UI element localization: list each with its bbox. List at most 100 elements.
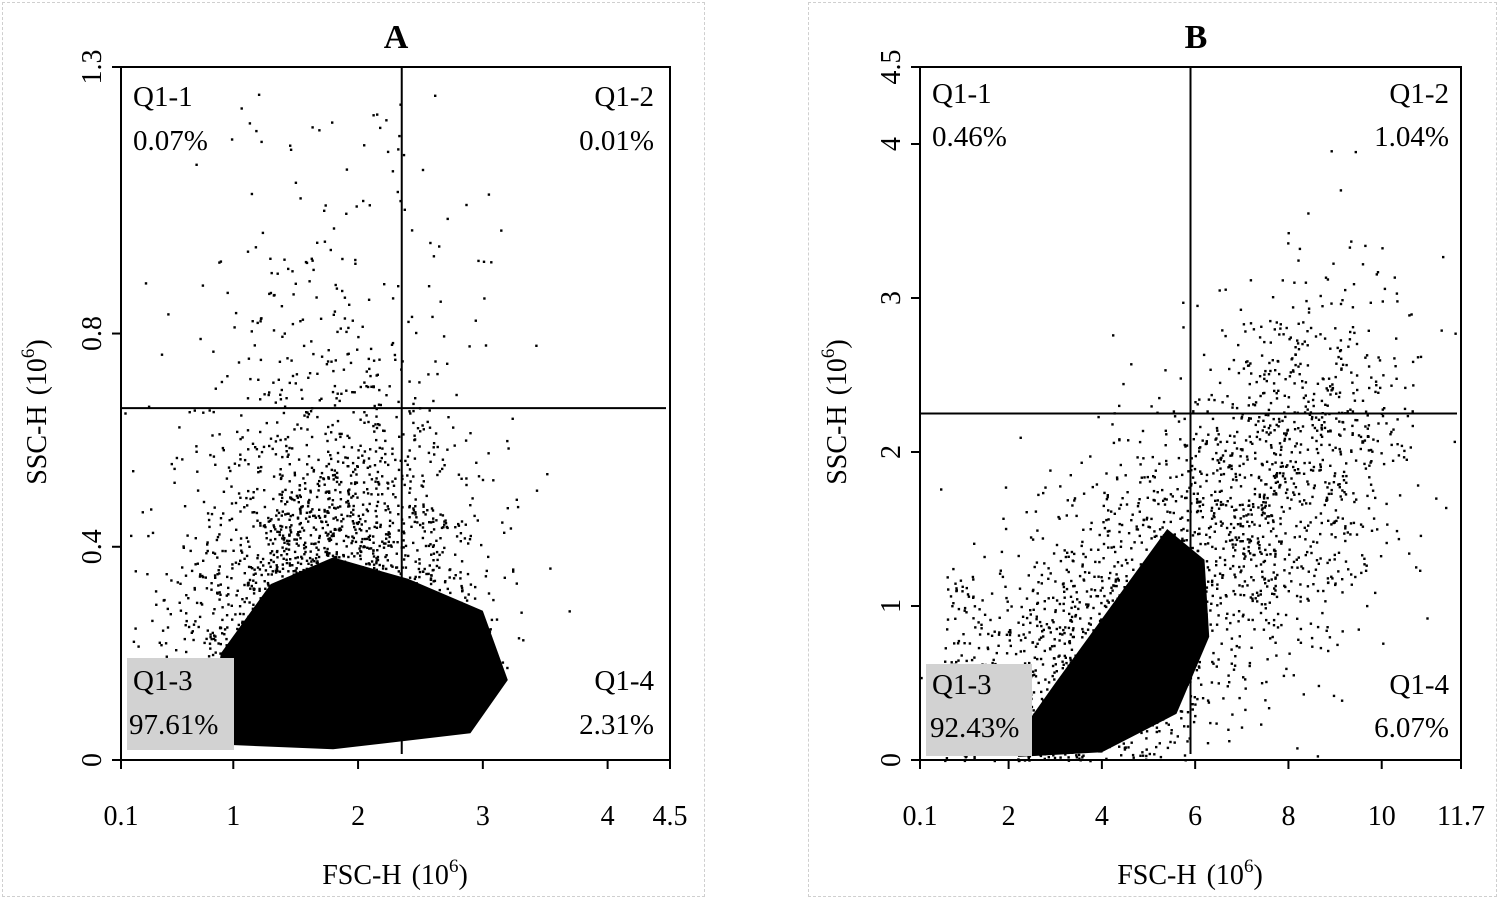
scatter-event [196, 562, 199, 565]
scatter-event [352, 513, 355, 516]
scatter-event [209, 636, 212, 639]
scatter-event [1019, 650, 1022, 653]
scatter-event [1182, 539, 1186, 542]
scatter-event [432, 446, 435, 449]
scatter-event [312, 514, 315, 518]
scatter-event [1297, 556, 1300, 559]
scatter-event [286, 455, 289, 458]
scatter-event [410, 525, 413, 528]
scatter-event [280, 525, 284, 528]
scatter-event [1087, 603, 1090, 606]
scatter-event [1086, 628, 1090, 631]
scatter-event [205, 552, 208, 555]
scatter-event [1299, 430, 1302, 433]
scatter-event [1330, 492, 1333, 495]
scatter-event [192, 638, 195, 642]
scatter-event [1054, 609, 1057, 612]
scatter-event [310, 435, 314, 439]
scatter-event [225, 637, 228, 641]
scatter-event [241, 621, 244, 625]
scatter-event [210, 588, 213, 591]
scatter-event [546, 473, 549, 476]
scatter-event [1259, 593, 1262, 596]
scatter-event [1262, 392, 1265, 395]
scatter-event [278, 493, 281, 496]
scatter-event [324, 531, 328, 534]
scatter-event [165, 573, 168, 576]
scatter-event [426, 420, 429, 424]
scatter-event [1346, 410, 1349, 413]
scatter-event [283, 537, 286, 540]
panel-a: A 0.1 1 2 3 4 4.5 00.40.81.3 Q1-1 0.07% Q1-2 … [18, 19, 688, 891]
scatter-event [331, 554, 335, 557]
scatter-event [428, 409, 431, 412]
scatter-event [375, 515, 378, 518]
scatter-event [1264, 440, 1268, 443]
scatter-event [1008, 633, 1012, 637]
scatter-event [261, 557, 265, 561]
scatter-event [482, 260, 486, 263]
scatter-event [1354, 418, 1357, 422]
scatter-event [1345, 481, 1348, 484]
scatter-event [165, 655, 168, 658]
scatter-event [190, 631, 193, 634]
scatter-event [356, 552, 359, 555]
scatter-event [246, 397, 250, 400]
scatter-event [1024, 636, 1027, 639]
scatter-event [246, 250, 250, 253]
scatter-event [1377, 391, 1380, 394]
scatter-event [1171, 495, 1174, 498]
scatter-event [325, 363, 329, 366]
scatter-event [364, 520, 367, 523]
scatter-event [1170, 732, 1173, 735]
scatter-event [1234, 549, 1237, 552]
scatter-event [285, 561, 289, 565]
scatter-event [248, 545, 251, 548]
scatter-event [1284, 613, 1288, 617]
scatter-event [1319, 468, 1322, 472]
scatter-event [1248, 538, 1252, 541]
scatter-event [1282, 674, 1286, 678]
scatter-event [334, 556, 338, 559]
scatter-event [214, 463, 217, 466]
scatter-event [312, 352, 315, 356]
scatter-event [1025, 616, 1029, 620]
scatter-event [317, 489, 320, 492]
scatter-event [1287, 232, 1290, 235]
scatter-event [340, 392, 343, 395]
scatter-event [1267, 373, 1271, 376]
scatter-event [1278, 540, 1281, 543]
scatter-event [1033, 656, 1036, 659]
scatter-event [304, 541, 307, 544]
scatter-event [439, 513, 442, 516]
scatter-event [1267, 521, 1270, 525]
scatter-event [484, 344, 488, 347]
scatter-event [189, 549, 192, 553]
scatter-event [1370, 529, 1374, 532]
scatter-event [1238, 696, 1241, 700]
scatter-event [324, 550, 327, 554]
scatter-event [1296, 566, 1299, 569]
scatter-event [359, 418, 362, 421]
scatter-event [1037, 581, 1040, 584]
scatter-event [1270, 514, 1273, 517]
scatter-event [432, 552, 436, 555]
scatter-event [1258, 375, 1262, 378]
scatter-event [293, 428, 296, 431]
scatter-event [247, 357, 251, 360]
scatter-event [1153, 499, 1156, 502]
scatter-event [1179, 438, 1182, 441]
scatter-event [368, 534, 372, 537]
scatter-event [1393, 357, 1396, 360]
scatter-event [385, 119, 388, 122]
scatter-event [443, 464, 446, 467]
scatter-event [327, 490, 331, 493]
scatter-event [252, 587, 255, 590]
scatter-event [342, 461, 345, 464]
scatter-event [1333, 472, 1337, 475]
scatter-event [1307, 599, 1310, 602]
scatter-event [1112, 334, 1115, 337]
scatter-event [342, 517, 345, 521]
scatter-event [284, 503, 287, 506]
scatter-event [1214, 499, 1217, 502]
